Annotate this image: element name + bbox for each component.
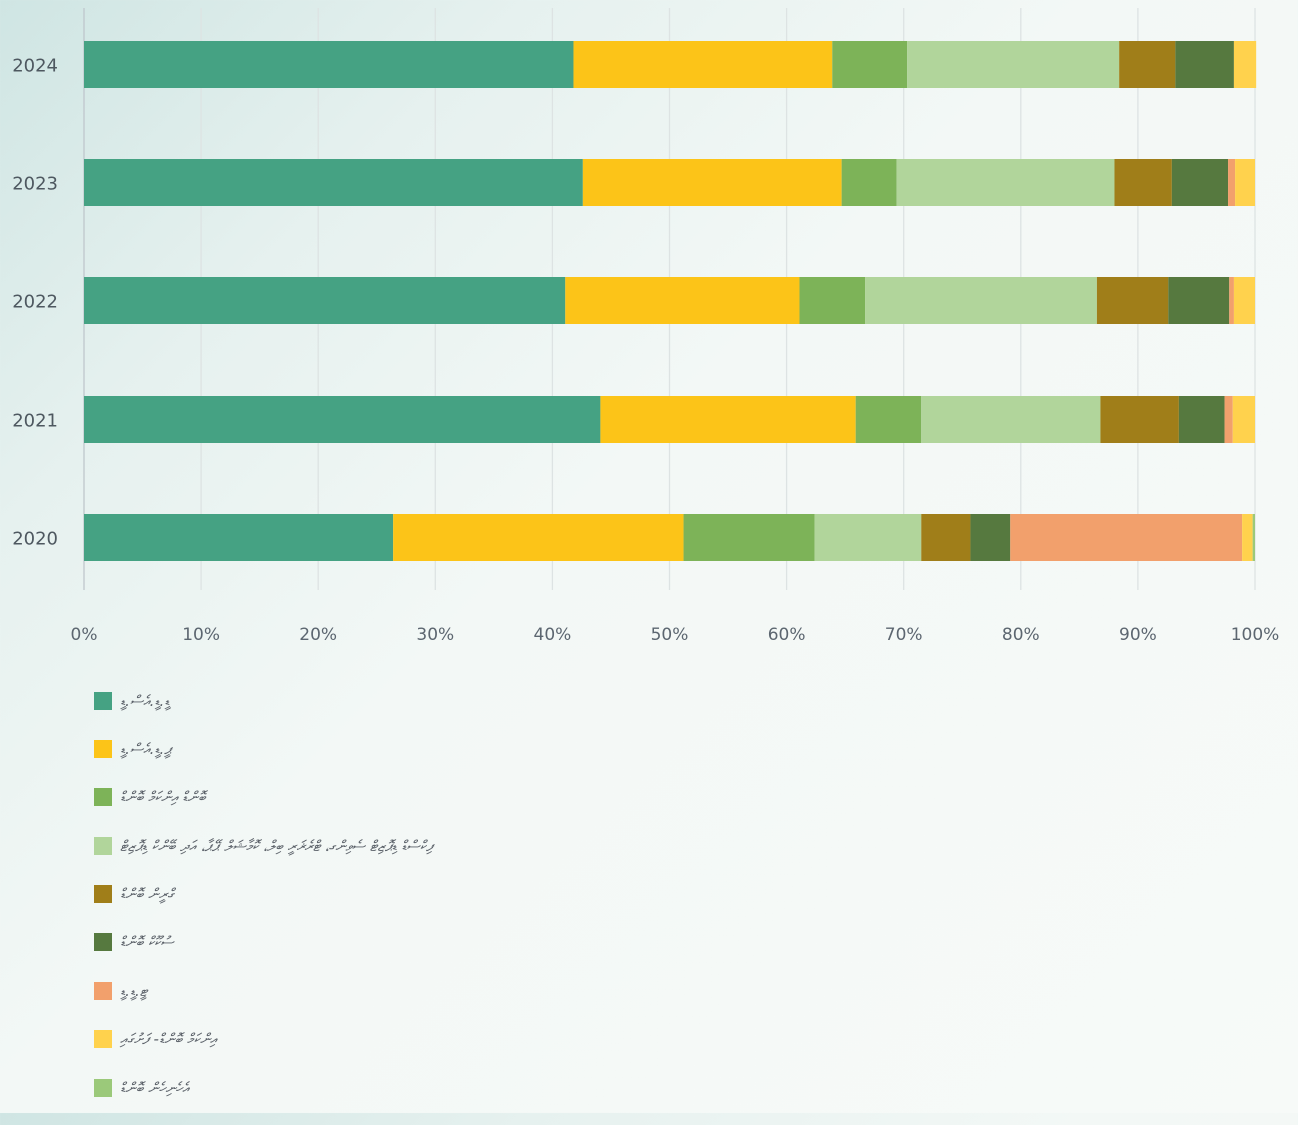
- bar-segment: [1178, 396, 1225, 443]
- legend-label: ސުކޫކް ބޮންޑް: [120, 933, 174, 952]
- legend: ޑީ.ޑީ.އެސް.ޑީ ޕީ.ޑީ.އެސް.ޑީ ބޮންޑް އިންކަމ…: [94, 689, 994, 1125]
- bar-segment: [1233, 277, 1255, 324]
- bar-segment: [1228, 159, 1236, 206]
- bar-segment: [1242, 514, 1253, 561]
- legend-item: ގްރީން ބޮންޑް: [94, 883, 994, 906]
- bar-segment: [970, 514, 1011, 561]
- legend-label: ފިކްސްޑް ޑިޕޮޒިޓް ސެވިންގ، ޓްރެޜަރީ ބިލް…: [120, 836, 433, 855]
- x-tick-label: 10%: [182, 625, 220, 645]
- bar-segment: [573, 41, 833, 88]
- bar-segment: [1235, 159, 1255, 206]
- bar-segment: [84, 396, 601, 443]
- bar-segment: [799, 277, 866, 324]
- bar-segment: [865, 277, 1097, 324]
- legend-item: ޕީ.ޑީ.އެސް.ޑީ: [94, 737, 994, 760]
- x-tick-label: 90%: [1119, 625, 1157, 645]
- x-tick-label: 100%: [1231, 625, 1280, 645]
- legend-label: ބޮންޑް އިންކަމް ބޮންޑް: [120, 788, 206, 807]
- legend-item: ސުކޫކް ބޮންޑް: [94, 931, 994, 954]
- bar-segment: [1252, 514, 1255, 561]
- bar-segment: [565, 277, 800, 324]
- x-tick-label: 70%: [885, 625, 923, 645]
- bar-segments: [84, 41, 1257, 561]
- legend-swatch: [94, 1030, 112, 1049]
- bar-segment: [1233, 41, 1257, 88]
- bar-segment: [1168, 277, 1230, 324]
- bar-segment: [1229, 277, 1234, 324]
- bar-segment: [1010, 514, 1243, 561]
- y-axis-labels: 2024 2023 2022 2021 2020: [12, 56, 58, 550]
- legend-label: އެހެނިހެން ބޮންޑް: [120, 1078, 189, 1097]
- legend-item: އެހެނިހެން ބޮންޑް: [94, 1076, 994, 1099]
- bar-segment: [84, 514, 394, 561]
- legend-swatch: [94, 739, 112, 758]
- bar-segment: [600, 396, 856, 443]
- x-tick-label: 60%: [768, 625, 806, 645]
- legend-swatch: [94, 788, 112, 807]
- bar-segment: [84, 277, 566, 324]
- x-tick-label: 20%: [299, 625, 337, 645]
- legend-swatch: [94, 691, 112, 710]
- bar-segment: [921, 396, 1101, 443]
- bar-segment: [84, 41, 574, 88]
- y-tick-label: 2024: [12, 56, 58, 77]
- bar-segment: [683, 514, 815, 561]
- y-tick-label: 2021: [12, 411, 58, 432]
- legend-swatch: [94, 885, 112, 904]
- bar-segment: [896, 159, 1115, 206]
- bar-segment: [832, 41, 908, 88]
- legend-item: ޓީ.ޑީ.ޑީ: [94, 979, 994, 1002]
- bar-segment: [1114, 159, 1172, 206]
- bar-segment: [1224, 396, 1233, 443]
- stacked-bar-chart: 2024 2023 2022 2021 2020 0% 10% 20% 30% 40% 50% 60…: [12, 8, 1280, 645]
- bar-segment: [1119, 41, 1176, 88]
- y-tick-label: 2023: [12, 174, 58, 195]
- legend-label: އިންކަމް ބޮންޑް- ފަށުގައި: [120, 1030, 217, 1049]
- x-tick-label: 0%: [71, 625, 98, 645]
- legend-item: ފިކްސްޑް ޑިޕޮޒިޓް ސެވިންގ، ޓްރެޜަރީ ބިލް…: [94, 834, 994, 857]
- bar-segment: [841, 159, 897, 206]
- x-tick-label: 40%: [534, 625, 572, 645]
- legend-item: ޑީ.ޑީ.އެސް.ޑީ: [94, 689, 994, 712]
- y-tick-label: 2022: [12, 292, 58, 313]
- legend-label: ގްރީން ބޮންޑް: [120, 885, 174, 904]
- x-tick-label: 30%: [416, 625, 454, 645]
- bar-segment: [814, 514, 922, 561]
- bar-segment: [1171, 159, 1229, 206]
- legend-swatch: [94, 836, 112, 855]
- legend-swatch: [94, 933, 112, 952]
- y-tick-label: 2020: [12, 529, 58, 550]
- bar-segment: [855, 396, 922, 443]
- bar-segment: [393, 514, 684, 561]
- legend-label: ޓީ.ޑީ.ޑީ: [120, 981, 148, 1000]
- x-tick-label: 50%: [651, 625, 689, 645]
- x-tick-label: 80%: [1002, 625, 1040, 645]
- bar-segment: [1175, 41, 1234, 88]
- legend-item: އިންކަމް ބޮންޑް- ފަށުގައި: [94, 1028, 994, 1051]
- bar-segment: [907, 41, 1120, 88]
- bar-segment: [1232, 396, 1255, 443]
- legend-swatch: [94, 981, 112, 1000]
- bar-segment: [921, 514, 971, 561]
- bar-segment: [1100, 396, 1179, 443]
- legend-swatch: [94, 1078, 112, 1097]
- legend-label: ޕީ.ޑީ.އެސް.ޑީ: [120, 739, 172, 758]
- bar-segment: [84, 159, 583, 206]
- bar-segment: [1096, 277, 1169, 324]
- legend-item: ބޮންޑް އިންކަމް ބޮންޑް: [94, 786, 994, 809]
- legend-label: ޑީ.ޑީ.އެސް.ޑީ: [120, 691, 170, 710]
- x-axis-labels: 0% 10% 20% 30% 40% 50% 60% 70% 80% 90% 100%: [71, 625, 1280, 645]
- bar-segment: [582, 159, 842, 206]
